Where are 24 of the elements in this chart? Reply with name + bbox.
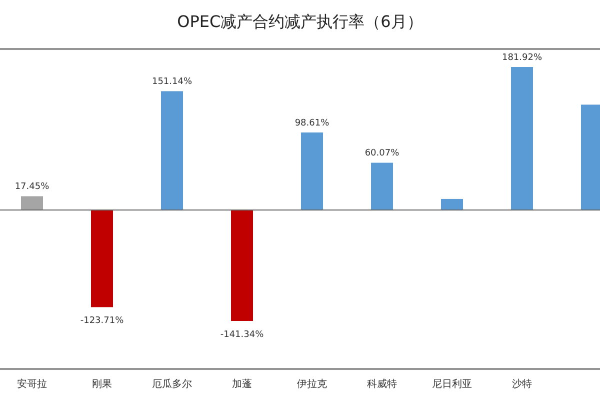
x-tick-label: 伊拉克 — [297, 378, 327, 390]
bar — [301, 132, 323, 210]
bar — [511, 67, 533, 210]
bar — [161, 91, 183, 210]
x-tick-label: 加蓬 — [232, 378, 252, 390]
data-label: -123.71% — [80, 316, 124, 326]
bar — [91, 210, 113, 308]
x-tick-label: 厄瓜多尔 — [152, 378, 192, 390]
data-label: -141.34% — [220, 330, 264, 340]
data-label: 151.14% — [152, 77, 192, 88]
x-tick-label: 尼日利亚 — [432, 378, 472, 390]
bar — [371, 162, 393, 210]
data-label: 60.07% — [364, 148, 400, 159]
chart-title: OPEC减产合约减产执行率（6月） — [177, 12, 423, 31]
x-tick-label: 沙特 — [512, 378, 532, 390]
bar — [231, 210, 253, 321]
x-tick-label: 科威特 — [367, 378, 397, 390]
x-tick-label: 安哥拉 — [17, 378, 47, 390]
x-tick-label: 刚果 — [92, 379, 112, 390]
bar — [441, 198, 463, 210]
data-label: 181.92% — [502, 53, 542, 63]
data-label: 98.61% — [294, 118, 330, 128]
bar — [21, 196, 43, 210]
data-label: 17.45% — [14, 182, 50, 192]
